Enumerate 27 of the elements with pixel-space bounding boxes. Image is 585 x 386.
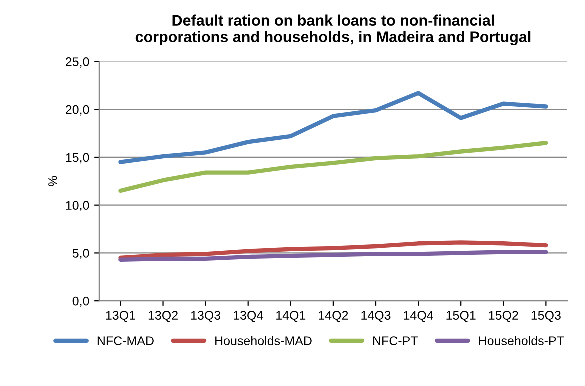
line-series: [118, 240, 548, 260]
x-tick-label: 13Q4: [234, 311, 264, 322]
legend-label: Households-PT: [479, 336, 564, 346]
chart-title: Default ration on bank loans to non-financial corporations and households, in Madeira and Portugal: [136, 14, 531, 46]
x-tick-label: 14Q1: [276, 311, 306, 322]
x-tick-label: 13Q1: [106, 311, 136, 322]
x-tick-label: 15Q3: [532, 311, 561, 322]
x-tick-label: 14Q2: [319, 311, 348, 322]
y-tick-label: 25,0: [66, 58, 90, 68]
line-series: [118, 91, 548, 164]
legend-label: Households-MAD: [216, 336, 312, 346]
x-tick-label: 13Q2: [148, 311, 178, 322]
y-tick-label: 15,0: [66, 153, 90, 164]
legend-label: NFC-MAD: [98, 336, 154, 346]
y-tick-label: 5,0: [72, 249, 90, 260]
line-series: [118, 141, 548, 194]
x-tick-label: 13Q3: [191, 311, 221, 322]
y-tick-label: 20,0: [66, 105, 90, 116]
x-tick-label: 14Q4: [404, 311, 434, 322]
x-tick-label: 14Q3: [362, 311, 391, 322]
y-tick-label: 0,0: [72, 296, 90, 308]
x-tick-label: 15Q1: [446, 311, 476, 322]
line-series: [118, 250, 548, 262]
y-axis-title: %: [48, 176, 58, 187]
x-tick-label: 15Q2: [489, 311, 518, 322]
y-tick-label: 10,0: [66, 201, 90, 212]
legend-label: NFC-PT: [374, 336, 418, 346]
